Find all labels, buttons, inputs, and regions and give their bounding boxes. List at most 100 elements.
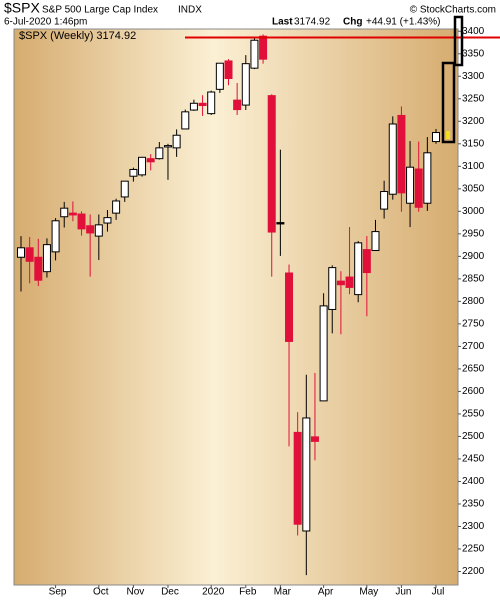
y-tick-label: 3250	[462, 93, 485, 104]
candle-body	[68, 212, 77, 216]
candle-body	[224, 60, 233, 80]
x-tick-label: 2020	[202, 587, 225, 598]
annotation-marker	[446, 131, 450, 139]
legend: $SPX (Weekly) 3174.92	[19, 30, 136, 42]
last-label: Last	[272, 17, 293, 28]
x-tick-label: Oct	[93, 587, 109, 598]
candle-body	[25, 247, 34, 262]
y-tick-label: 3350	[462, 48, 485, 59]
y-tick-label: 3300	[462, 71, 485, 82]
candle-body	[112, 200, 121, 214]
candle-body	[432, 132, 440, 143]
candle-body	[207, 91, 216, 115]
candle-body	[406, 166, 415, 204]
y-tick-label: 3150	[462, 138, 485, 149]
y-tick-label: 2950	[462, 228, 485, 239]
date: 6-Jul-2020 1:46pm	[4, 17, 87, 28]
y-tick-label: 2200	[462, 566, 485, 577]
y-tick-label: 2450	[462, 454, 485, 465]
y-tick-label: 2250	[462, 544, 485, 555]
y-tick-label: 2300	[462, 521, 485, 532]
candle-body	[163, 145, 172, 148]
candle-body	[371, 231, 380, 251]
y-tick-label: 2400	[462, 476, 485, 487]
candle-body	[414, 168, 423, 208]
y-tick-label: 2650	[462, 364, 485, 375]
chg-value: +44.91 (+1.43%)	[366, 17, 441, 28]
candle-body	[103, 217, 112, 224]
candle-body	[362, 249, 371, 274]
candle-body	[302, 417, 311, 532]
candle-body	[319, 305, 328, 402]
candle-body	[120, 180, 129, 198]
candle-body	[172, 134, 181, 149]
candle-body	[42, 244, 51, 273]
x-tick-label: Nov	[126, 587, 144, 598]
y-tick-label: 2500	[462, 431, 485, 442]
x-tick-label: Apr	[318, 587, 334, 598]
x-tick-label: Sep	[49, 587, 67, 598]
candle-body	[155, 147, 164, 160]
candle-body	[181, 111, 190, 130]
candle-body	[198, 102, 207, 107]
annotation-box	[453, 15, 464, 67]
y-tick-label: 3050	[462, 183, 485, 194]
y-tick-label: 3000	[462, 206, 485, 217]
candle-body	[215, 62, 224, 90]
x-tick-label: Mar	[274, 587, 292, 598]
candle-body	[345, 276, 354, 288]
candle-body	[77, 213, 86, 230]
y-tick-label: 3200	[462, 116, 485, 127]
candle-body	[310, 436, 319, 442]
candle-body	[259, 35, 268, 60]
candle-body	[354, 242, 363, 296]
y-tick-label: 2600	[462, 386, 485, 397]
candle-body	[336, 280, 345, 286]
x-tick-label: May	[359, 587, 378, 598]
candle-body	[241, 63, 250, 106]
candle-body	[380, 191, 389, 210]
candle-body	[328, 267, 337, 310]
y-tick-label: 2750	[462, 319, 485, 330]
candle-body	[86, 225, 95, 234]
y-tick-label: 2700	[462, 341, 485, 352]
y-tick-label: 2350	[462, 499, 485, 510]
candle-body	[189, 102, 198, 111]
source: © StockCharts.com	[410, 5, 496, 16]
index-name: S&P 500 Large Cap Index	[42, 5, 158, 16]
last-value: 3174.92	[294, 17, 331, 28]
candle-body	[138, 156, 147, 176]
candle-body	[94, 224, 103, 237]
y-tick-label: 2900	[462, 251, 485, 262]
candle-body	[34, 256, 43, 281]
symbol: $SPX	[4, 0, 40, 16]
y-tick-label: 2850	[462, 274, 485, 285]
candle-body	[293, 431, 302, 525]
annotation-box	[441, 61, 456, 144]
candle-body	[423, 152, 432, 204]
candle-body	[267, 95, 276, 233]
candle-body	[51, 220, 60, 253]
exchange: INDX	[178, 5, 202, 16]
x-tick-label: Jun	[395, 587, 411, 598]
y-tick-label: 2550	[462, 409, 485, 420]
candle-body	[397, 114, 406, 194]
y-tick-label: 3100	[462, 161, 485, 172]
x-tick-label: Dec	[161, 587, 179, 598]
candle-body	[250, 39, 259, 69]
candle-body	[388, 123, 397, 195]
candle-body	[285, 272, 294, 342]
candle-body	[17, 247, 25, 258]
y-tick-label: 2800	[462, 296, 485, 307]
candle-body	[129, 168, 138, 177]
candle-body	[276, 222, 285, 225]
candle-body	[233, 99, 242, 111]
x-tick-label: Feb	[239, 587, 257, 598]
plot-area	[13, 28, 459, 586]
chg-label: Chg	[343, 17, 362, 28]
x-tick-label: Jul	[432, 587, 445, 598]
y-tick-label: 3400	[462, 26, 485, 37]
candle-body	[146, 158, 155, 163]
candle-body	[60, 207, 69, 218]
